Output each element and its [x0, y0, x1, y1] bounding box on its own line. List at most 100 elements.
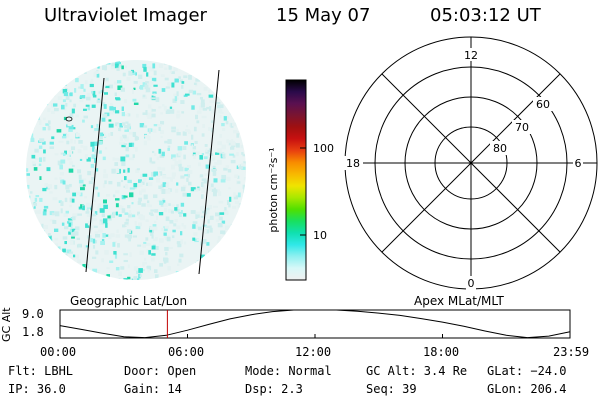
aurora-pixel [140, 181, 145, 185]
aurora-pixel [233, 122, 238, 127]
aurora-pixel [97, 141, 103, 145]
aurora-pixel [183, 225, 187, 229]
aurora-pixel [234, 270, 238, 275]
aurora-pixel [143, 241, 147, 244]
altitude-curve [59, 309, 571, 339]
aurora-pixel [114, 190, 120, 194]
aurora-pixel [39, 90, 44, 96]
aurora-pixel [232, 130, 238, 134]
aurora-pixel [211, 157, 215, 162]
aurora-pixel [40, 80, 45, 83]
aurora-pixel [142, 264, 145, 267]
aurora-pixel [229, 112, 232, 115]
aurora-pixel [105, 62, 111, 65]
aurora-pixel [225, 92, 228, 95]
aurora-pixel [123, 253, 128, 256]
aurora-pixel [133, 183, 138, 188]
aurora-pixel [73, 103, 77, 108]
aurora-pixel [104, 250, 109, 255]
aurora-pixel [95, 233, 100, 238]
aurora-pixel [33, 240, 36, 243]
aurora-pixel [35, 195, 40, 198]
aurora-pixel [51, 82, 56, 86]
aurora-pixel [81, 178, 87, 181]
aurora-pixel [196, 187, 201, 191]
aurora-pixel [221, 123, 225, 127]
aurora-pixel [115, 267, 120, 271]
aurora-pixel [162, 200, 166, 205]
aurora-pixel [68, 272, 72, 275]
aurora-pixel [34, 89, 37, 94]
aurora-pixel [135, 147, 138, 152]
aurora-pixel [161, 151, 165, 157]
aurora-pixel [91, 104, 96, 108]
aurora-pixel [179, 163, 182, 168]
aurora-pixel [122, 72, 126, 77]
aurora-pixel [203, 179, 207, 184]
aurora-pixel [93, 141, 99, 146]
aurora-pixel [69, 229, 72, 233]
aurora-pixel [217, 141, 223, 146]
aurora-pixel [26, 227, 31, 230]
aurora-pixel [29, 68, 32, 72]
aurora-pixel [201, 182, 204, 187]
aurora-pixel [223, 95, 227, 100]
aurora-pixel [243, 242, 246, 246]
aurora-pixel [228, 203, 231, 208]
aurora-pixel [94, 211, 98, 215]
aurora-pixel [183, 154, 186, 160]
aurora-pixel [194, 238, 199, 243]
aurora-pixel [51, 136, 55, 140]
aurora-pixel [59, 164, 63, 170]
aurora-pixel [115, 211, 118, 216]
aurora-pixel [28, 261, 31, 267]
aurora-pixel [44, 224, 49, 230]
aurora-pixel [38, 163, 42, 166]
aurora-pixel [66, 140, 70, 145]
aurora-pixel [75, 78, 79, 83]
aurora-pixel [69, 251, 73, 254]
aurora-pixel [56, 129, 62, 133]
aurora-pixel [210, 187, 214, 190]
aurora-pixel [30, 260, 35, 266]
aurora-pixel [83, 115, 88, 119]
aurora-pixel [144, 84, 149, 90]
aurora-pixel [58, 140, 64, 143]
aurora-pixel [232, 205, 237, 209]
aurora-pixel [236, 97, 240, 103]
aurora-pixel [31, 268, 36, 271]
aurora-pixel [125, 146, 129, 152]
aurora-pixel [140, 215, 145, 221]
aurora-pixel [200, 241, 203, 246]
aurora-pixel [42, 272, 47, 276]
altitude-ytick-max: 9.0 [22, 307, 44, 321]
aurora-pixel [106, 274, 110, 278]
aurora-pixel [121, 111, 125, 117]
aurora-pixel [117, 205, 122, 208]
aurora-pixel [182, 192, 187, 197]
aurora-pixel [36, 263, 40, 268]
aurora-pixel [75, 133, 80, 137]
aurora-pixel [231, 123, 234, 127]
aurora-pixel [184, 129, 190, 133]
aurora-pixel [146, 242, 151, 246]
aurora-pixel [152, 224, 157, 227]
aurora-pixel [86, 202, 92, 208]
aurora-pixel [127, 229, 132, 234]
aurora-pixel [136, 168, 140, 171]
aurora-pixel [226, 210, 229, 216]
aurora-pixel [233, 252, 238, 258]
aurora-pixel [164, 140, 169, 144]
aurora-pixel [161, 227, 165, 231]
aurora-pixel [114, 110, 120, 114]
aurora-pixel [183, 275, 188, 280]
aurora-pixel [106, 193, 110, 197]
aurora-pixel [228, 103, 233, 106]
aurora-pixel [91, 199, 97, 202]
aurora-pixel [226, 63, 232, 68]
aurora-pixel [205, 164, 210, 169]
aurora-pixel [194, 189, 199, 192]
aurora-pixel [244, 107, 246, 109]
aurora-pixel [234, 239, 239, 242]
aurora-pixel [40, 248, 45, 253]
